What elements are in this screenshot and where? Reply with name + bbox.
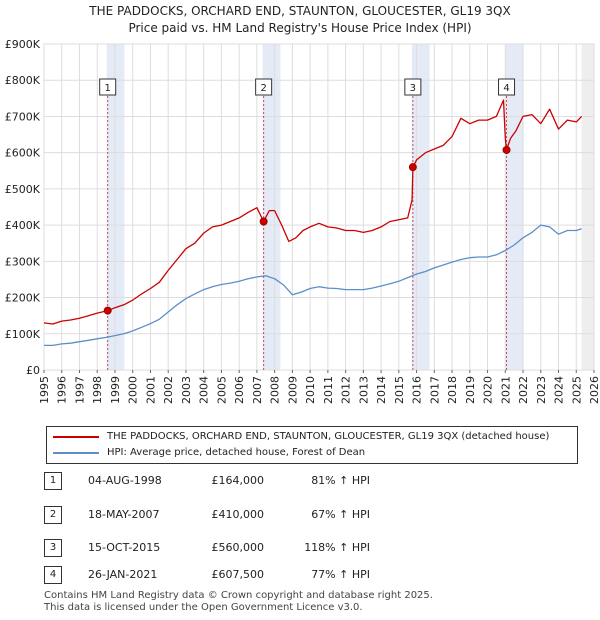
x-tick-label: 2012 xyxy=(340,376,353,404)
x-tick-label: 2005 xyxy=(215,376,228,404)
x-tick-label: 2024 xyxy=(553,376,566,404)
sale-hpi-change: 81% ↑ HPI xyxy=(311,474,370,487)
x-tick-label: 2006 xyxy=(233,376,246,404)
x-tick-label: 1999 xyxy=(109,376,122,404)
chart-title: THE PADDOCKS, ORCHARD END, STAUNTON, GLO… xyxy=(89,4,511,18)
price-chart: 1 2 3 4 £0 £100K £200K £300K £400K £500K £600K £70… xyxy=(5,38,600,404)
x-tick-label: 2025 xyxy=(570,376,583,404)
sale-highlight-band xyxy=(106,44,125,370)
footer-licence: This data is licensed under the Open Gov… xyxy=(44,602,363,613)
y-tick-label: £500K xyxy=(5,183,41,196)
x-tick-label: 1998 xyxy=(91,376,104,404)
x-tick-label: 1996 xyxy=(56,376,69,404)
x-tick-label: 2007 xyxy=(251,376,264,404)
sale-date: 26-JAN-2021 xyxy=(88,568,158,581)
sale-date: 04-AUG-1998 xyxy=(88,474,162,487)
y-tick-label: £400K xyxy=(5,219,41,232)
x-tick-label: 2001 xyxy=(144,376,157,404)
x-tick-label: 2011 xyxy=(322,376,335,404)
x-tick-label: 2023 xyxy=(535,376,548,404)
sale-date: 15-OCT-2015 xyxy=(88,541,161,554)
y-tick-label: £700K xyxy=(5,110,41,123)
sale-marker-box xyxy=(404,78,422,96)
plot-background xyxy=(43,43,595,371)
sale-marker-label: 3 xyxy=(410,83,416,94)
sale-hpi-change: 77% ↑ HPI xyxy=(311,568,370,581)
sale-number-badge: 3 xyxy=(44,539,62,557)
chart-subtitle: Price paid vs. HM Land Registry's House … xyxy=(128,21,472,35)
y-tick-label: £900K xyxy=(5,38,41,51)
sale-price: £560,000 xyxy=(211,541,265,554)
sale-point xyxy=(103,306,112,315)
x-tick-label: 2002 xyxy=(162,376,175,404)
sale-date: 18-MAY-2007 xyxy=(88,508,160,521)
property-price-line xyxy=(43,99,583,325)
x-tick-label: 2003 xyxy=(180,376,193,404)
footer-copyright: Contains HM Land Registry data © Crown c… xyxy=(44,590,433,601)
x-tick-label: 2009 xyxy=(286,376,299,404)
x-tick-label: 2026 xyxy=(588,376,600,404)
x-tick-label: 2000 xyxy=(127,376,140,404)
sale-price: £164,000 xyxy=(211,474,265,487)
x-tick-label: 2021 xyxy=(499,376,512,404)
y-tick-label: £600K xyxy=(5,147,41,160)
y-tick-label: £800K xyxy=(5,74,41,87)
y-tick-label: £0 xyxy=(26,364,40,377)
x-tick-label: 2020 xyxy=(482,376,495,404)
legend-label-property: THE PADDOCKS, ORCHARD END, STAUNTON, GLO… xyxy=(107,431,550,442)
sale-marker-box xyxy=(255,78,273,96)
sale-point xyxy=(502,145,511,154)
x-tick-label: 2014 xyxy=(375,376,388,404)
sale-number-badge: 2 xyxy=(44,506,62,524)
x-tick-label: 2015 xyxy=(393,376,406,404)
x-tick-label: 1995 xyxy=(38,376,51,404)
forecast-band xyxy=(581,44,594,370)
sale-number-badge: 4 xyxy=(44,566,62,584)
legend-swatch-hpi xyxy=(53,452,99,454)
sale-marker-box xyxy=(498,78,516,96)
legend-swatch-property xyxy=(53,436,99,438)
sale-marker-label: 1 xyxy=(105,83,111,94)
x-tick-label: 2013 xyxy=(357,376,370,404)
x-tick-label: 2018 xyxy=(446,376,459,404)
sale-price: £410,000 xyxy=(211,508,265,521)
sale-hpi-change: 67% ↑ HPI xyxy=(311,508,370,521)
sale-highlight-band xyxy=(262,44,281,370)
y-tick-label: £100K xyxy=(5,328,41,341)
x-tick-label: 2016 xyxy=(411,376,424,404)
sale-point xyxy=(259,217,268,226)
sale-hpi-change: 118% ↑ HPI xyxy=(304,541,370,554)
x-tick-label: 2008 xyxy=(269,376,282,404)
x-tick-label: 2019 xyxy=(464,376,477,404)
sale-number-badge: 1 xyxy=(44,472,62,490)
y-tick-label: £200K xyxy=(5,292,41,305)
sale-price: £607,500 xyxy=(211,568,265,581)
sale-point xyxy=(408,163,417,172)
x-tick-label: 1997 xyxy=(73,376,86,404)
hpi-line xyxy=(44,224,582,347)
legend-label-hpi: HPI: Average price, detached house, Fore… xyxy=(107,447,366,458)
x-tick-label: 2017 xyxy=(428,376,441,404)
legend: THE PADDOCKS, ORCHARD END, STAUNTON, GLO… xyxy=(46,426,578,464)
sale-marker-box xyxy=(99,78,117,96)
sale-marker-label: 4 xyxy=(503,83,509,94)
sale-marker-label: 2 xyxy=(260,83,266,94)
x-tick-label: 2010 xyxy=(304,376,317,404)
y-tick-label: £300K xyxy=(5,255,41,268)
x-tick-label: 2004 xyxy=(198,376,211,404)
x-tick-label: 2022 xyxy=(517,376,530,404)
